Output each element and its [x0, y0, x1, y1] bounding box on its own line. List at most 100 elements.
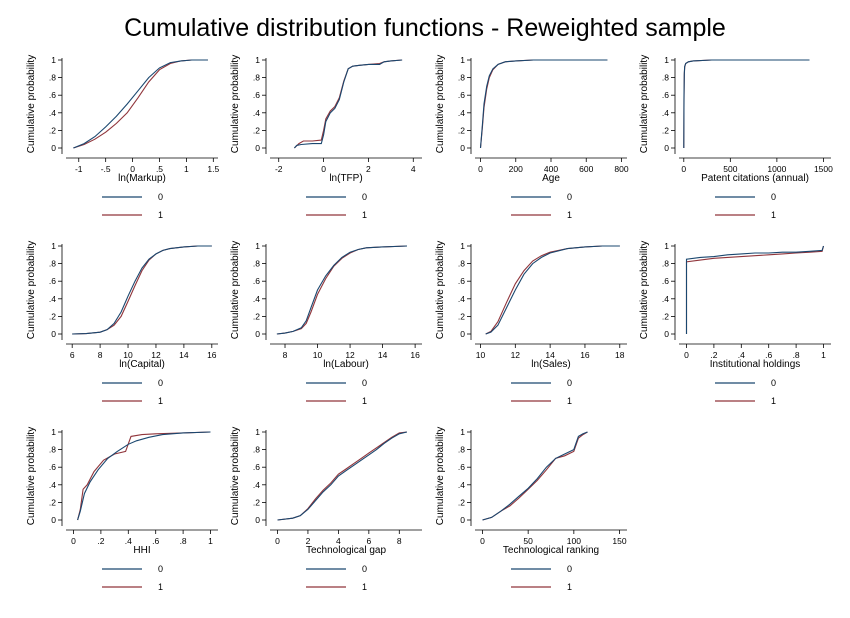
y-tick-label: 1	[51, 55, 56, 65]
x-tick-label: 1	[184, 164, 189, 174]
series-line-1	[77, 431, 211, 521]
y-tick-label: .2	[662, 311, 669, 321]
y-tick-label: .6	[49, 90, 56, 100]
series-line-1	[482, 431, 588, 521]
series-line-1	[294, 59, 403, 149]
cdf-panel: 0 .2 .4 .6 .8 1 -1 -.5 0 .5 1 1.5 Cumulative probabi…	[26, 55, 219, 220]
x-axis-label: ln(Capital)	[119, 359, 165, 370]
y-tick-label: 1	[255, 427, 260, 437]
y-tick-label: 0	[460, 143, 465, 153]
legend-label-0: 0	[362, 378, 367, 388]
y-tick-label: 0	[255, 329, 260, 339]
x-tick-label: 200	[509, 164, 523, 174]
x-axis-label: Technological gap	[306, 545, 386, 556]
x-tick-label: 0	[321, 164, 326, 174]
x-tick-label: .2	[97, 536, 104, 546]
series-line-0	[277, 431, 408, 521]
y-tick-label: .6	[662, 90, 669, 100]
legend-label-1: 1	[567, 582, 572, 592]
series-line-1	[683, 59, 810, 149]
y-tick-label: .2	[458, 125, 465, 135]
y-tick-label: .4	[253, 480, 260, 490]
y-tick-label: 0	[51, 329, 56, 339]
y-tick-label: 0	[51, 143, 56, 153]
x-tick-label: 50	[523, 536, 533, 546]
x-tick-label: .4	[125, 536, 132, 546]
y-tick-label: .8	[49, 259, 56, 269]
series-line-0	[77, 431, 211, 521]
y-axis-label: Cumulative probability	[230, 427, 241, 525]
figure-title: Cumulative distribution functions - Rewe…	[124, 14, 726, 42]
x-tick-label: 6	[366, 536, 371, 546]
y-axis-label: Cumulative probability	[639, 55, 650, 153]
y-tick-label: 1	[664, 55, 669, 65]
y-tick-label: .2	[253, 311, 260, 321]
y-tick-label: .2	[49, 125, 56, 135]
y-tick-label: .4	[49, 108, 56, 118]
y-tick-label: 1	[255, 55, 260, 65]
x-tick-label: 10	[476, 350, 486, 360]
x-tick-label: 10	[123, 350, 133, 360]
x-tick-label: 6	[70, 350, 75, 360]
y-tick-label: .4	[662, 294, 669, 304]
y-tick-label: .2	[253, 497, 260, 507]
y-tick-label: .8	[458, 259, 465, 269]
legend-label-0: 0	[158, 564, 163, 574]
x-tick-label: 16	[410, 350, 420, 360]
x-tick-label: .4	[738, 350, 745, 360]
legend-label-0: 0	[158, 192, 163, 202]
y-axis-label: Cumulative probability	[435, 55, 446, 153]
x-tick-label: 150	[612, 536, 626, 546]
series-line-0	[482, 431, 588, 521]
y-tick-label: 1	[51, 241, 56, 251]
y-tick-label: .6	[458, 276, 465, 286]
y-tick-label: 0	[460, 515, 465, 525]
cdf-panel: 0 .2 .4 .6 .8 1 -2 0 2 4 Cumulative probability ln(…	[230, 55, 422, 220]
y-tick-label: .2	[458, 497, 465, 507]
x-tick-label: 100	[567, 536, 581, 546]
x-tick-label: 14	[179, 350, 189, 360]
x-tick-label: 0	[275, 536, 280, 546]
x-tick-label: 12	[511, 350, 521, 360]
x-tick-label: .6	[765, 350, 772, 360]
y-tick-label: .2	[253, 125, 260, 135]
cdf-panel: 0 .2 .4 .6 .8 1 0 500 1000 1500 Cumulative probabi…	[639, 55, 833, 220]
x-axis-label: ln(Markup)	[118, 173, 166, 184]
x-tick-label: 500	[723, 164, 737, 174]
y-tick-label: .2	[49, 497, 56, 507]
y-axis-label: Cumulative probability	[435, 427, 446, 525]
y-tick-label: 0	[51, 515, 56, 525]
x-tick-label: 14	[545, 350, 555, 360]
y-tick-label: 1	[460, 55, 465, 65]
x-tick-label: 600	[579, 164, 593, 174]
cdf-panel: 0 .2 .4 .6 .8 1 0 2 4 6 8 Cumulative probability Tec…	[230, 427, 422, 592]
x-tick-label: 1	[821, 350, 826, 360]
y-tick-label: .8	[253, 73, 260, 83]
cdf-panel: 0 .2 .4 .6 .8 1 0 .2 .4 .6 .8 1 Cumulative probabili…	[26, 427, 218, 592]
series-line-1	[276, 245, 408, 335]
legend-label-0: 0	[158, 378, 163, 388]
y-tick-label: .8	[662, 73, 669, 83]
x-tick-label: 1000	[767, 164, 786, 174]
y-tick-label: 0	[664, 143, 669, 153]
y-tick-label: .8	[662, 259, 669, 269]
x-tick-label: 800	[614, 164, 628, 174]
x-tick-label: -1	[75, 164, 83, 174]
y-tick-label: 1	[460, 241, 465, 251]
legend-label-1: 1	[362, 210, 367, 220]
y-axis-label: Cumulative probability	[230, 241, 241, 339]
series-line-0	[485, 245, 620, 335]
x-tick-label: 4	[336, 536, 341, 546]
x-tick-label: 400	[544, 164, 558, 174]
series-line-0	[683, 59, 810, 149]
legend-label-1: 1	[771, 396, 776, 406]
legend-label-0: 0	[567, 378, 572, 388]
legend-label-0: 0	[362, 564, 367, 574]
y-tick-label: .4	[253, 294, 260, 304]
y-tick-label: 0	[664, 329, 669, 339]
y-tick-label: .4	[458, 108, 465, 118]
legend-label-1: 1	[362, 582, 367, 592]
y-tick-label: .6	[662, 276, 669, 286]
x-axis-label: ln(TFP)	[329, 173, 362, 184]
